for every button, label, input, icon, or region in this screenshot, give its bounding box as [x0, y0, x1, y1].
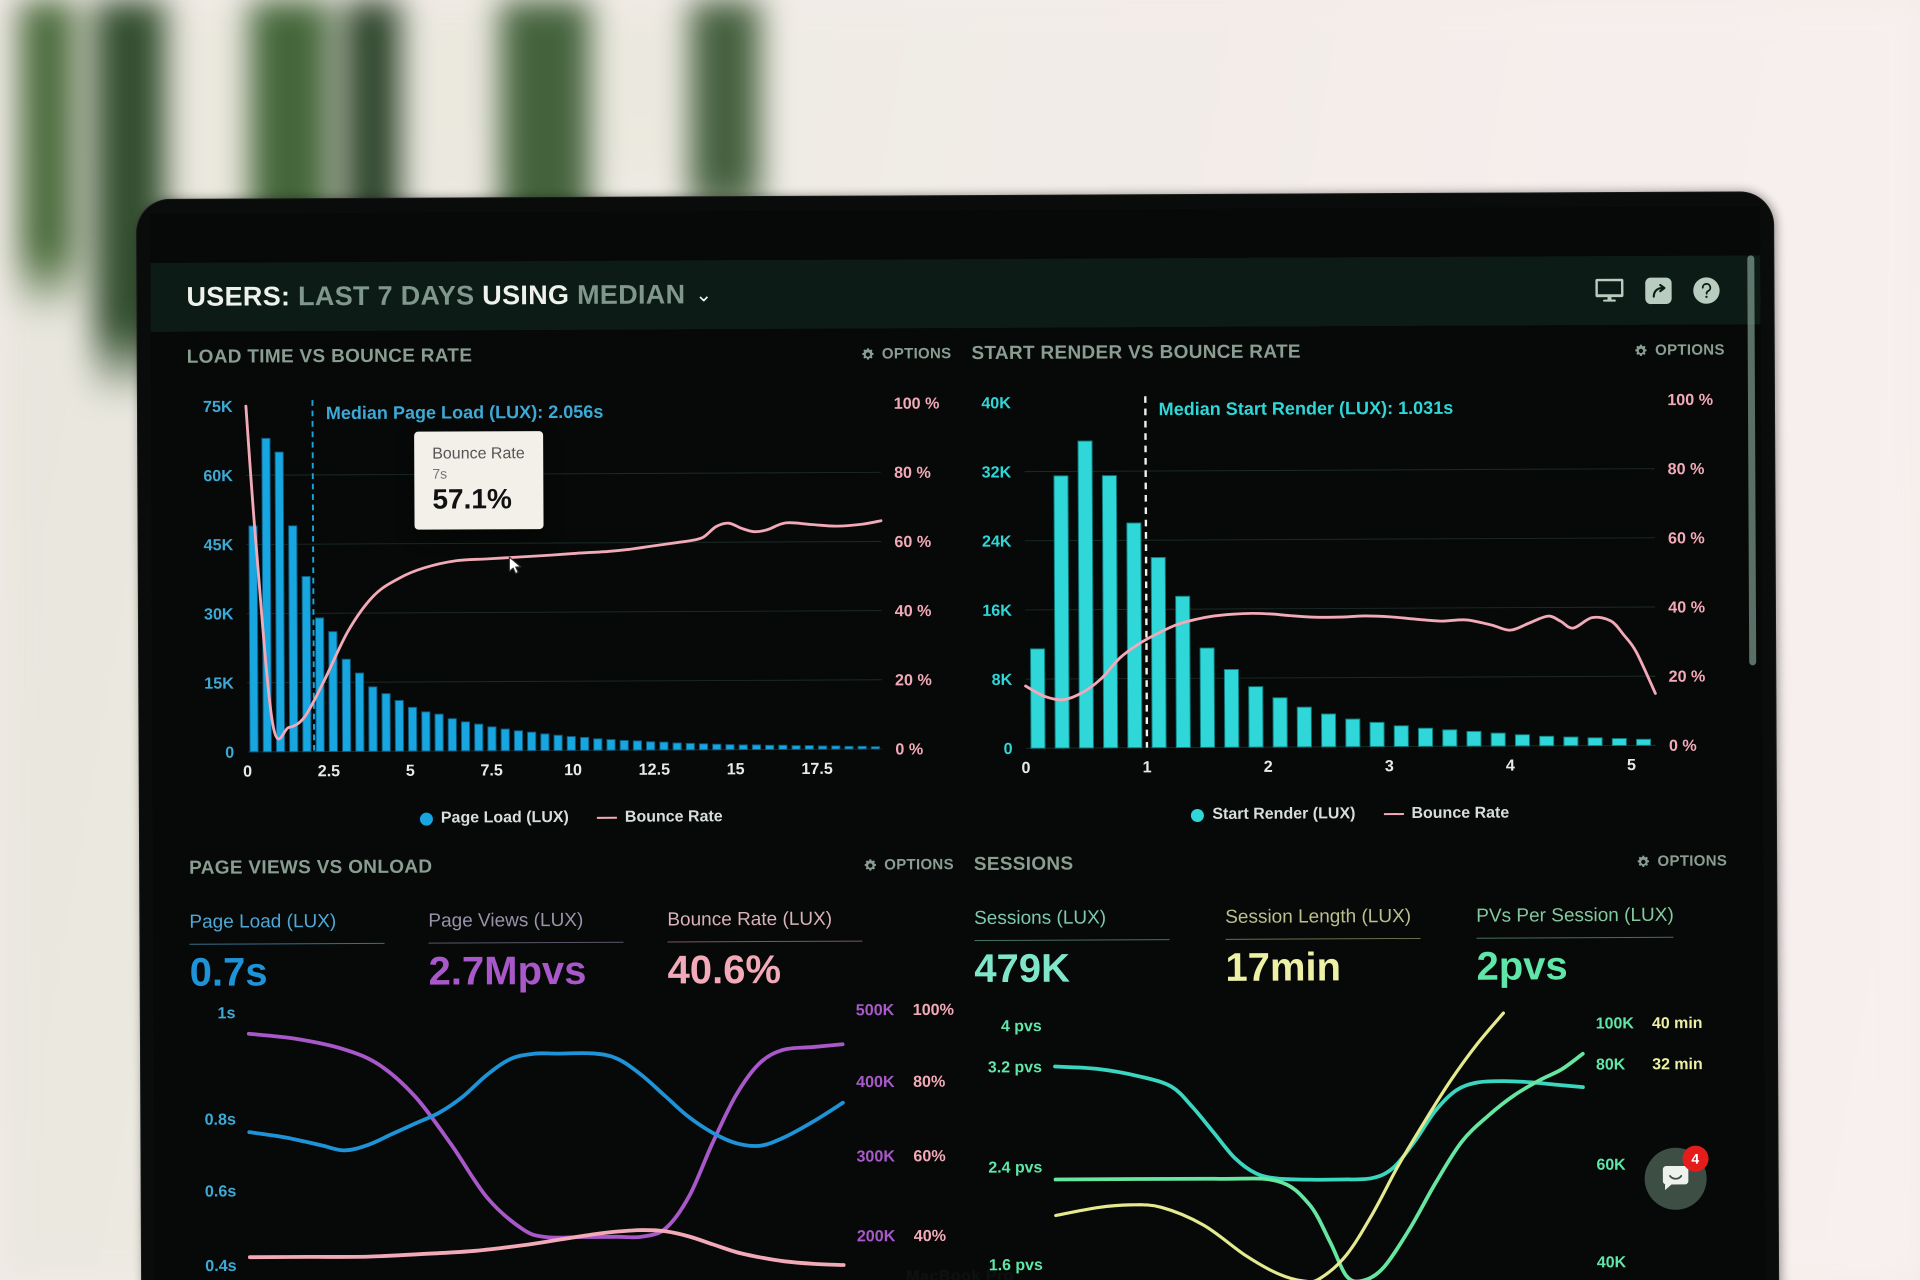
- svg-text:300K: 300K: [856, 1147, 895, 1165]
- svg-text:80 %: 80 %: [894, 464, 931, 482]
- svg-text:0: 0: [1021, 759, 1030, 777]
- svg-text:10: 10: [564, 761, 582, 779]
- svg-text:3: 3: [1384, 757, 1393, 775]
- svg-text:100 %: 100 %: [894, 395, 940, 413]
- svg-text:20 %: 20 %: [895, 671, 932, 689]
- svg-text:0.6s: 0.6s: [205, 1182, 237, 1200]
- svg-text:20 %: 20 %: [1668, 668, 1705, 686]
- svg-text:16K: 16K: [982, 602, 1012, 620]
- svg-text:80K: 80K: [1596, 1056, 1626, 1073]
- svg-text:60 %: 60 %: [1668, 529, 1705, 547]
- svg-text:Median Page Load (LUX): 2.056s: Median Page Load (LUX): 2.056s: [326, 402, 604, 423]
- svg-text:32 min: 32 min: [1652, 1056, 1703, 1073]
- svg-text:75K: 75K: [203, 398, 233, 416]
- svg-text:7.5: 7.5: [480, 761, 503, 779]
- svg-text:80 %: 80 %: [1667, 460, 1704, 478]
- svg-text:40K: 40K: [981, 394, 1011, 412]
- svg-text:Median Start Render (LUX): 1.0: Median Start Render (LUX): 1.031s: [1158, 398, 1453, 419]
- svg-text:15K: 15K: [204, 675, 234, 693]
- svg-text:40 %: 40 %: [1668, 598, 1705, 616]
- svg-text:1s: 1s: [217, 1004, 235, 1022]
- svg-text:15: 15: [727, 760, 745, 778]
- svg-text:5: 5: [1627, 756, 1636, 774]
- svg-text:4 pvs: 4 pvs: [1001, 1018, 1042, 1035]
- svg-text:80%: 80%: [913, 1073, 945, 1091]
- svg-text:100K: 100K: [1595, 1015, 1634, 1032]
- svg-text:3.2 pvs: 3.2 pvs: [988, 1059, 1042, 1076]
- svg-text:32K: 32K: [981, 463, 1011, 481]
- svg-text:4: 4: [1506, 757, 1515, 775]
- svg-text:0: 0: [225, 744, 234, 762]
- svg-text:200K: 200K: [857, 1227, 896, 1245]
- svg-text:40 %: 40 %: [895, 602, 932, 620]
- svg-text:400K: 400K: [856, 1073, 895, 1091]
- svg-text:60%: 60%: [913, 1147, 945, 1165]
- svg-text:60 %: 60 %: [894, 533, 931, 551]
- svg-text:0: 0: [1003, 740, 1012, 758]
- svg-text:45K: 45K: [204, 536, 234, 554]
- svg-text:1: 1: [1142, 758, 1151, 776]
- svg-text:8K: 8K: [991, 671, 1012, 689]
- svg-text:0 %: 0 %: [1669, 737, 1697, 755]
- svg-text:60K: 60K: [1596, 1157, 1626, 1174]
- svg-text:2: 2: [1263, 758, 1272, 776]
- svg-text:0 %: 0 %: [895, 740, 923, 758]
- svg-text:40%: 40%: [914, 1227, 946, 1245]
- svg-text:12.5: 12.5: [639, 761, 671, 779]
- svg-text:0: 0: [243, 763, 252, 781]
- svg-text:17.5: 17.5: [801, 760, 833, 778]
- svg-text:0.8s: 0.8s: [205, 1111, 237, 1129]
- svg-text:5: 5: [406, 762, 415, 780]
- svg-text:40 min: 40 min: [1652, 1015, 1703, 1032]
- svg-text:100%: 100%: [913, 1001, 954, 1019]
- svg-text:60K: 60K: [203, 467, 233, 485]
- svg-text:2.4 pvs: 2.4 pvs: [988, 1159, 1042, 1176]
- svg-text:2.5: 2.5: [318, 762, 341, 780]
- svg-text:30K: 30K: [204, 605, 234, 623]
- svg-text:500K: 500K: [856, 1001, 895, 1019]
- svg-text:100 %: 100 %: [1667, 391, 1713, 409]
- svg-text:24K: 24K: [982, 533, 1012, 551]
